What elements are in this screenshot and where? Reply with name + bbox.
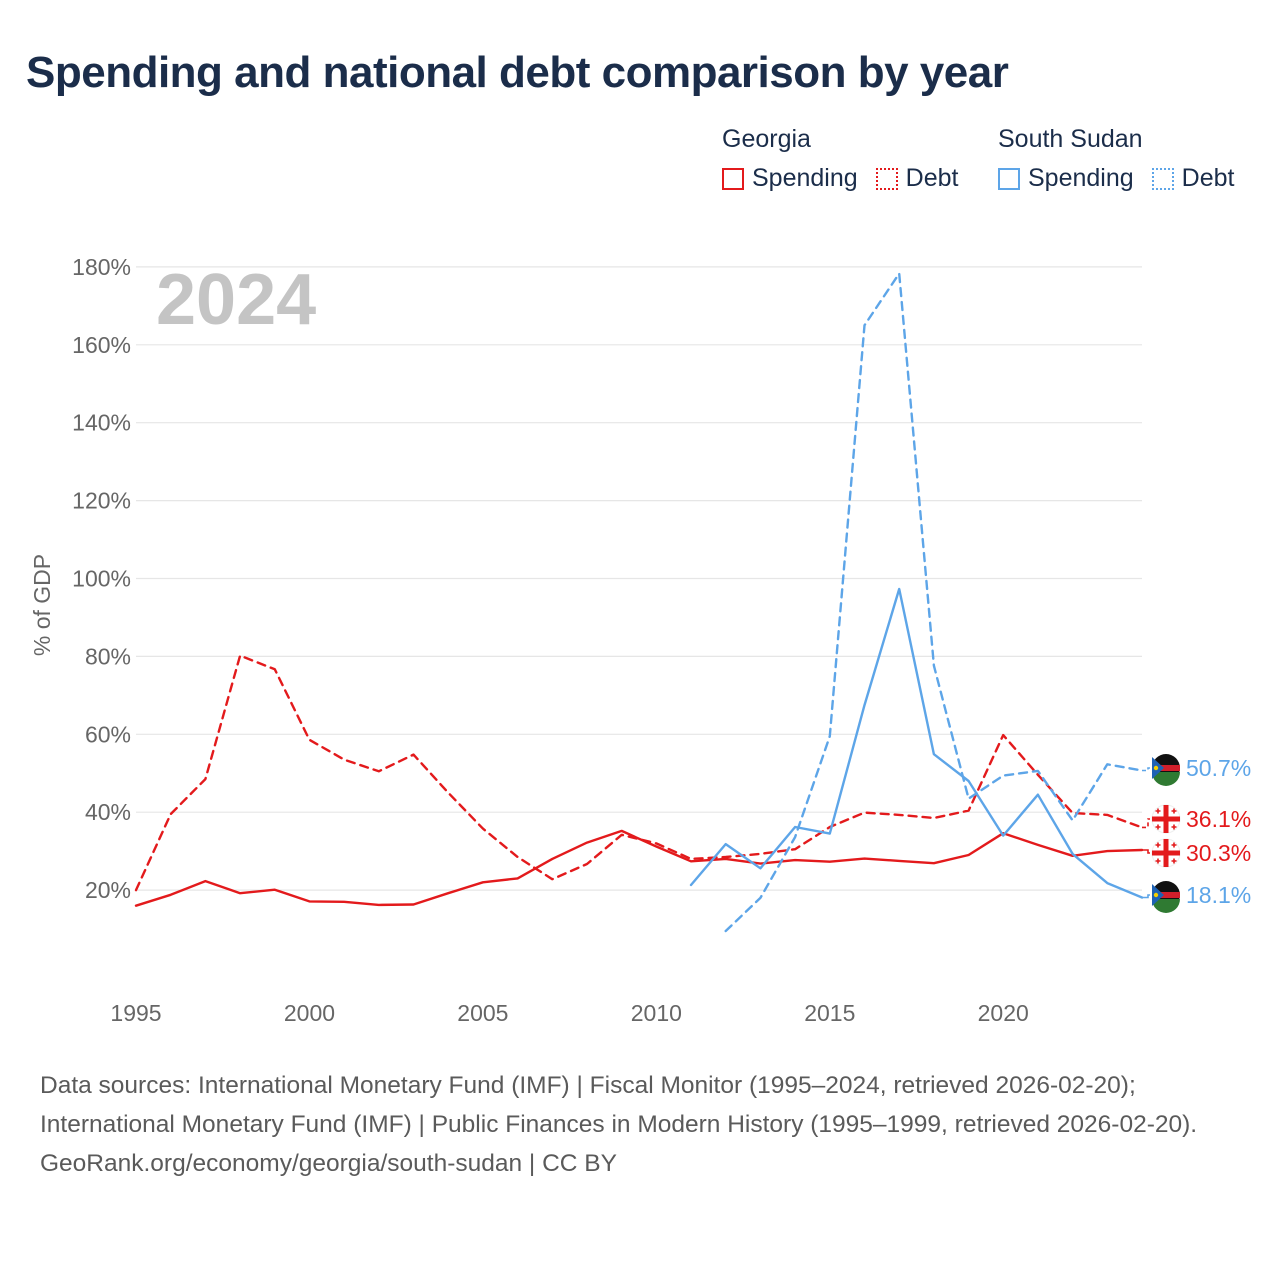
end-label-connector xyxy=(1142,818,1150,829)
end-value-label: 30.3% xyxy=(1186,840,1251,866)
georgia-flag-icon-cross xyxy=(1155,842,1161,848)
y-tick-label: 40% xyxy=(85,799,131,825)
y-tick-label: 180% xyxy=(72,254,131,280)
y-tick-label: 80% xyxy=(85,643,131,669)
south-sudan-flag-icon-green xyxy=(1152,772,1180,786)
solid-swatch-icon xyxy=(998,167,1020,190)
y-tick-label: 120% xyxy=(72,488,131,514)
georgia-flag-icon-cross xyxy=(1171,808,1177,814)
legend-south-sudan: South Sudan Spending Debt xyxy=(998,122,1234,193)
georgia-flag-icon-cross xyxy=(1155,858,1161,864)
georgia-flag-icon-cross xyxy=(1171,858,1177,864)
y-tick-label: 160% xyxy=(72,332,131,358)
south-sudan-flag-icon-stripe xyxy=(1152,765,1180,771)
legend-item-georgia-debt[interactable]: Debt xyxy=(875,164,959,193)
dotted-swatch-icon xyxy=(875,167,898,190)
series-line-south-sudan-debt[interactable] xyxy=(724,272,1144,933)
georgia-flag-icon-cross xyxy=(1155,824,1161,830)
y-axis-label: % of GDP xyxy=(29,554,55,656)
legend-item-label: Debt xyxy=(1181,164,1235,192)
end-value-label: 36.1% xyxy=(1186,806,1251,832)
georgia-flag-icon-vbar xyxy=(1163,839,1169,867)
data-sources-text: Data sources: International Monetary Fun… xyxy=(40,1072,1198,1138)
y-tick-label: 60% xyxy=(85,721,131,747)
south-sudan-flag-icon-star xyxy=(1153,892,1159,898)
x-tick-label: 2020 xyxy=(978,1000,1029,1026)
georgia-flag-icon-cross xyxy=(1171,842,1177,848)
series-line-georgia-debt[interactable] xyxy=(134,654,1144,892)
end-label-connector xyxy=(1142,894,1150,899)
dotted-swatch-icon xyxy=(1151,167,1174,190)
x-tick-label: 2010 xyxy=(631,1000,682,1026)
series-line-south-sudan-spending[interactable] xyxy=(689,587,1144,899)
end-label-connector xyxy=(1142,849,1150,854)
legend-georgia: Georgia Spending Debt xyxy=(722,122,976,193)
legend-item-south-sudan-spending[interactable]: Spending xyxy=(998,164,1134,193)
legend-item-georgia-spending[interactable]: Spending xyxy=(722,164,858,193)
footer: Data sources: International Monetary Fun… xyxy=(40,1066,1240,1183)
attribution-text[interactable]: GeoRank.org/economy/georgia/south-sudan … xyxy=(40,1150,617,1177)
line-chart: 20% 40% 60% 80% 100% 120% 140% 160% 180% 1995 2000… xyxy=(29,254,1251,1026)
legend-country-label: South Sudan xyxy=(998,125,1143,153)
south-sudan-flag-icon-green xyxy=(1152,899,1180,913)
georgia-flag-icon-cross xyxy=(1155,808,1161,814)
year-watermark: 2024 xyxy=(156,260,316,340)
end-value-label: 50.7% xyxy=(1186,755,1251,781)
x-tick-label: 2000 xyxy=(284,1000,335,1026)
x-tick-label: 1995 xyxy=(110,1000,161,1026)
south-sudan-flag-icon-star xyxy=(1153,765,1159,771)
chart-title: Spending and national debt comparison by… xyxy=(26,48,1009,97)
south-sudan-flag-icon-stripe xyxy=(1152,892,1180,898)
georgia-flag-icon-cross xyxy=(1171,824,1177,830)
legend-item-label: Spending xyxy=(1028,164,1134,192)
y-tick-label: 100% xyxy=(72,566,131,592)
legend-item-south-sudan-debt[interactable]: Debt xyxy=(1151,164,1235,193)
x-tick-label: 2005 xyxy=(457,1000,508,1026)
solid-swatch-icon xyxy=(722,167,744,190)
x-tick-label: 2015 xyxy=(804,1000,855,1026)
series-line-georgia-spending[interactable] xyxy=(134,829,1144,907)
end-label-connector xyxy=(1142,767,1150,772)
georgia-flag-icon-vbar xyxy=(1163,805,1169,833)
y-tick-label: 140% xyxy=(72,410,131,436)
legend-item-label: Spending xyxy=(752,164,858,192)
end-value-label: 18.1% xyxy=(1186,882,1251,908)
legend-item-label: Debt xyxy=(905,164,959,192)
legend-country-label: Georgia xyxy=(722,125,811,153)
y-tick-label: 20% xyxy=(85,877,131,903)
